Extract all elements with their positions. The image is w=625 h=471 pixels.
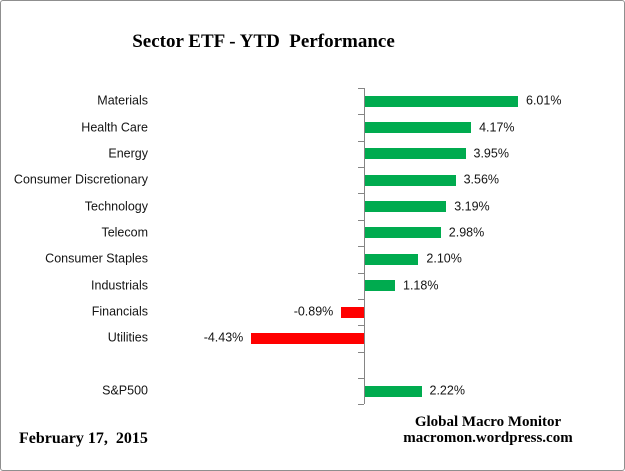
category-label: Consumer Discretionary <box>13 172 148 187</box>
bar-positive <box>365 148 466 160</box>
value-label: -0.89% <box>293 304 334 319</box>
value-label: 3.56% <box>463 172 500 187</box>
axis-tick <box>358 167 364 169</box>
axis-tick <box>358 351 364 353</box>
chart-title: Sector ETF - YTD Performance <box>132 31 395 52</box>
footer-date: February 17, 2015 <box>19 430 148 447</box>
bar-negative <box>251 332 364 344</box>
value-label: 2.10% <box>426 251 462 266</box>
axis-tick <box>358 246 364 248</box>
axis-tick <box>358 140 364 142</box>
bar-positive <box>365 385 422 397</box>
category-label: Utilities <box>107 330 148 345</box>
brand-name: Global Macro Monitor <box>414 414 562 430</box>
category-label: S&P500 <box>102 383 148 398</box>
value-label: 4.17% <box>479 120 515 134</box>
bar-positive <box>365 201 447 213</box>
brand-url: macromon.wordpress.com <box>403 430 573 446</box>
category-label: Financials <box>91 304 148 319</box>
axis-tick <box>358 88 364 89</box>
axis-tick <box>358 272 364 274</box>
bar-positive <box>365 95 518 107</box>
axis-tick <box>358 193 364 195</box>
category-label: Energy <box>108 146 148 161</box>
category-label: Consumer Staples <box>45 251 148 266</box>
category-label: Health Care <box>81 120 148 134</box>
axis-tick <box>358 325 364 327</box>
axis-tick <box>358 404 364 406</box>
bar-positive <box>365 174 456 186</box>
bar-positive <box>365 122 472 133</box>
value-label: 1.18% <box>403 278 439 293</box>
value-label: -4.43% <box>203 330 244 345</box>
value-label: 6.01% <box>526 93 562 108</box>
category-label: Telecom <box>101 225 148 240</box>
bar-positive <box>365 253 419 265</box>
value-label: 2.22% <box>429 383 465 398</box>
value-label: 3.95% <box>473 146 509 161</box>
value-label: 3.19% <box>454 199 490 214</box>
category-label: Industrials <box>91 278 148 293</box>
axis-tick <box>358 219 364 221</box>
category-label: Technology <box>84 199 148 214</box>
bar-positive <box>365 227 441 239</box>
axis-tick <box>358 114 364 116</box>
axis-tick <box>358 377 364 379</box>
bar-positive <box>365 280 395 292</box>
category-label: Materials <box>97 93 148 108</box>
axis-tick <box>358 298 364 300</box>
bar-negative <box>341 306 364 318</box>
value-axis <box>364 88 365 405</box>
value-label: 2.98% <box>448 225 485 240</box>
footer-brand: Global Macro Monitor macromon.wordpress.… <box>381 414 595 446</box>
